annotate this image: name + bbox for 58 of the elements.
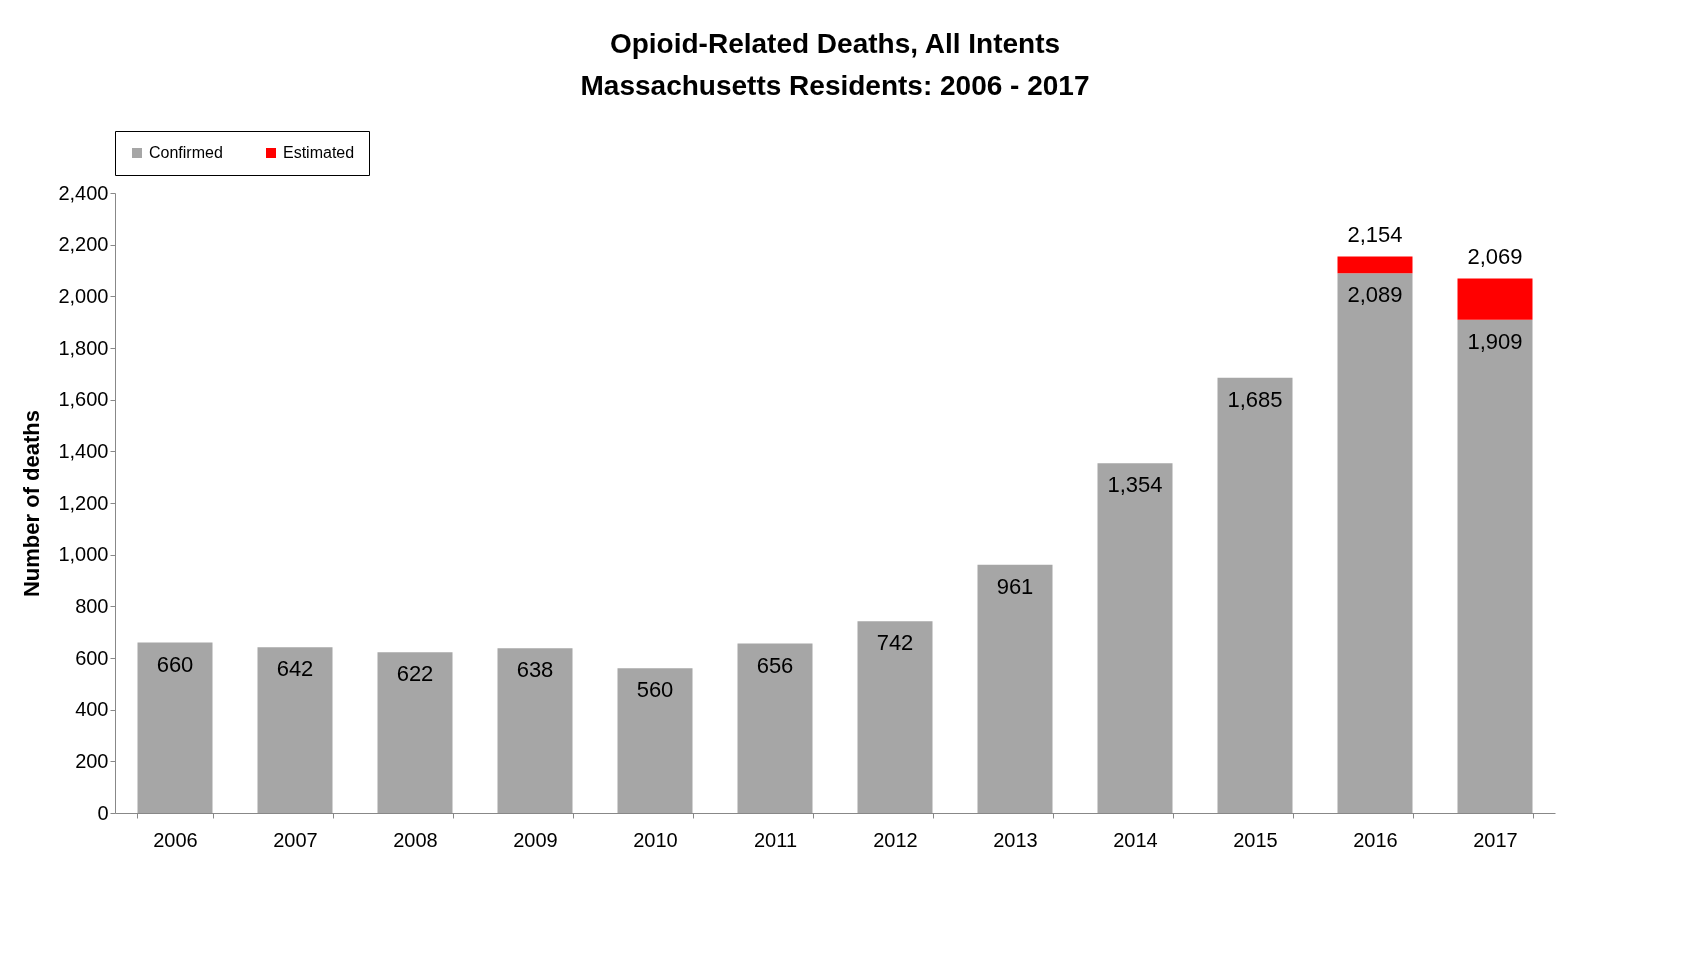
chart-title: Opioid-Related Deaths, All Intents [609, 27, 1061, 59]
x-tick-label: 2017 [1473, 828, 1518, 851]
y-tick-label: 1,400 [58, 439, 109, 462]
bar [1217, 377, 1293, 813]
data-label: 622 [396, 661, 434, 687]
x-tick-label: 2014 [1113, 828, 1158, 851]
data-label: 1,685 [1227, 386, 1283, 412]
y-tick-label: 2,200 [58, 233, 109, 256]
chart-subtitle: Massachusetts Residents: 2006 - 2017 [580, 69, 1090, 101]
bar [1337, 273, 1413, 813]
x-tick-label: 2013 [993, 828, 1038, 851]
y-tick-label: 800 [75, 594, 109, 617]
y-tick-label: 400 [75, 698, 109, 721]
bar [497, 648, 573, 813]
data-label: 1,909 [1467, 328, 1523, 354]
bar [137, 642, 213, 813]
data-label: 656 [756, 652, 794, 678]
bar [1097, 463, 1173, 813]
y-tick-label: 1,600 [58, 388, 109, 411]
y-tick-label: 1,000 [58, 543, 109, 566]
y-axis-title: Number of deaths [19, 409, 45, 598]
data-label: 742 [876, 630, 914, 656]
total-label: 2,069 [1467, 243, 1523, 269]
legend-label: Confirmed [149, 144, 223, 161]
legend-label: Estimated [283, 144, 355, 161]
y-tick-label: 0 [97, 801, 109, 824]
y-tick-label: 1,800 [58, 336, 109, 359]
data-label: 1,354 [1107, 472, 1163, 498]
data-label: 642 [276, 656, 314, 682]
x-tick-label: 2011 [753, 828, 798, 851]
x-tick-label: 2006 [153, 828, 198, 851]
y-tick-label: 2,400 [58, 181, 109, 204]
x-tick-label: 2007 [273, 828, 318, 851]
bar [1457, 278, 1533, 320]
y-tick-label: 600 [75, 646, 109, 669]
x-tick-label: 2016 [1353, 828, 1398, 851]
y-tick-label: 200 [75, 749, 109, 772]
x-tick-label: 2015 [1233, 828, 1278, 851]
bar [1457, 319, 1533, 813]
bar [737, 643, 813, 813]
data-label: 2,089 [1347, 282, 1403, 308]
bar [977, 564, 1053, 813]
x-tick-label: 2012 [873, 828, 918, 851]
y-tick-label: 1,200 [58, 491, 109, 514]
y-tick-label: 2,000 [58, 284, 109, 307]
data-label: 660 [156, 651, 194, 677]
x-tick-label: 2009 [513, 828, 558, 851]
x-tick-label: 2008 [393, 828, 438, 851]
bar [857, 621, 933, 813]
data-label: 560 [636, 677, 674, 703]
data-label: 638 [516, 657, 554, 683]
bar [617, 668, 693, 813]
bar [377, 652, 453, 813]
data-label: 961 [996, 573, 1034, 599]
total-label: 2,154 [1347, 221, 1403, 247]
bar [257, 647, 333, 813]
bar [1337, 256, 1413, 274]
x-tick-label: 2010 [633, 828, 678, 851]
